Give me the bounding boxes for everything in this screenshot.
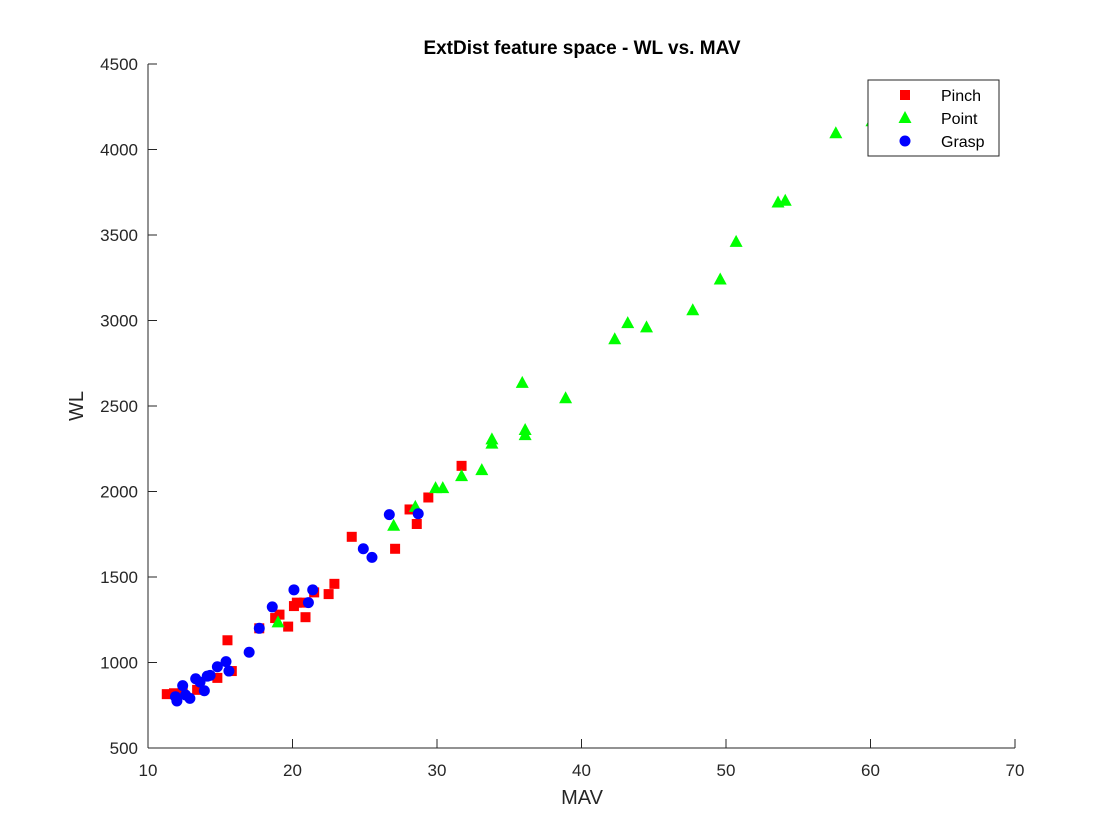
point-point [778,193,792,206]
grasp-point [243,646,255,658]
grasp-point [307,584,319,596]
legend-items: Pinch Point Grasp [898,88,985,151]
point-point [621,316,635,329]
x-tick-label: 70 [1006,761,1025,780]
grasp-point [184,692,196,704]
legend-marker-pinch [900,90,910,100]
point-point [436,481,450,494]
pinch-point [300,612,311,623]
pinch-point [274,609,285,620]
chart-title: ExtDist feature space - WL vs. MAV [423,38,740,59]
legend-label-point: Point [941,111,978,128]
pinch-point [404,504,415,515]
pinch-point [212,672,223,683]
grasp-point [198,685,210,697]
series-pinch [161,460,467,700]
grasp-point [253,622,265,634]
y-tick-label: 1500 [100,568,138,587]
y-tick-label: 1000 [100,654,138,673]
point-point [559,391,573,404]
x-axis-label: MAV [561,787,604,809]
y-tick-label: 4500 [100,55,138,74]
pinch-point [329,578,340,589]
point-point [518,422,532,435]
pinch-point [192,684,203,695]
point-point [271,615,285,628]
grasp-point [220,656,232,668]
x-tick-label: 50 [717,761,736,780]
x-tick-label: 20 [283,761,302,780]
legend: Pinch Point Grasp [867,79,1000,157]
grasp-point [177,680,189,692]
grasp-point [204,669,216,681]
pinch-point [423,492,434,503]
grasp-point [194,676,206,688]
grasp-point [357,543,369,555]
x-tick-label: 10 [139,761,158,780]
y-tick-label: 3000 [100,312,138,331]
grasp-point [412,508,424,520]
point-point [455,469,469,482]
grasp-point [302,597,314,609]
grasp-point [383,509,395,521]
grasp-point [223,665,235,677]
legend-box [867,79,1000,157]
point-point [475,463,489,476]
plot-points [161,114,879,707]
x-ticks: 10 20 30 40 50 60 70 [139,739,1025,780]
pinch-point [222,635,233,646]
point-point [608,332,622,345]
x-tick-label: 60 [861,761,880,780]
x-tick-label: 40 [572,761,591,780]
point-point [713,272,727,285]
legend-marker-grasp [899,135,911,147]
point-point [729,234,743,247]
y-tick-label: 500 [110,739,138,758]
point-point [640,320,654,333]
y-tick-label: 4000 [100,141,138,160]
y-axis-label: WL [66,391,88,421]
grasp-point [266,601,278,613]
point-point [686,303,700,316]
y-tick-label: 3500 [100,226,138,245]
pinch-point [291,597,302,608]
y-tick-label: 2500 [100,397,138,416]
x-tick-label: 30 [428,761,447,780]
point-point [829,126,843,139]
grasp-point [366,551,378,563]
legend-label-grasp: Grasp [941,134,985,151]
pinch-point [390,543,401,554]
grasp-point [288,584,300,596]
axes [147,64,1015,749]
pinch-point [323,589,334,600]
pinch-point [346,531,357,542]
pinch-point [456,460,467,471]
legend-label-pinch: Pinch [941,88,981,105]
grasp-point [211,661,223,673]
pinch-point [411,518,422,529]
point-point [387,518,401,531]
point-point [485,432,499,445]
y-tick-label: 2000 [100,483,138,502]
legend-marker-point [898,111,912,123]
series-grasp [169,508,424,707]
pinch-point [161,689,172,700]
pinch-point [283,621,294,632]
grasp-point [171,695,183,707]
y-ticks: 500 1000 1500 2000 2500 3000 3500 4000 4500 [100,55,157,758]
point-point [515,375,529,388]
